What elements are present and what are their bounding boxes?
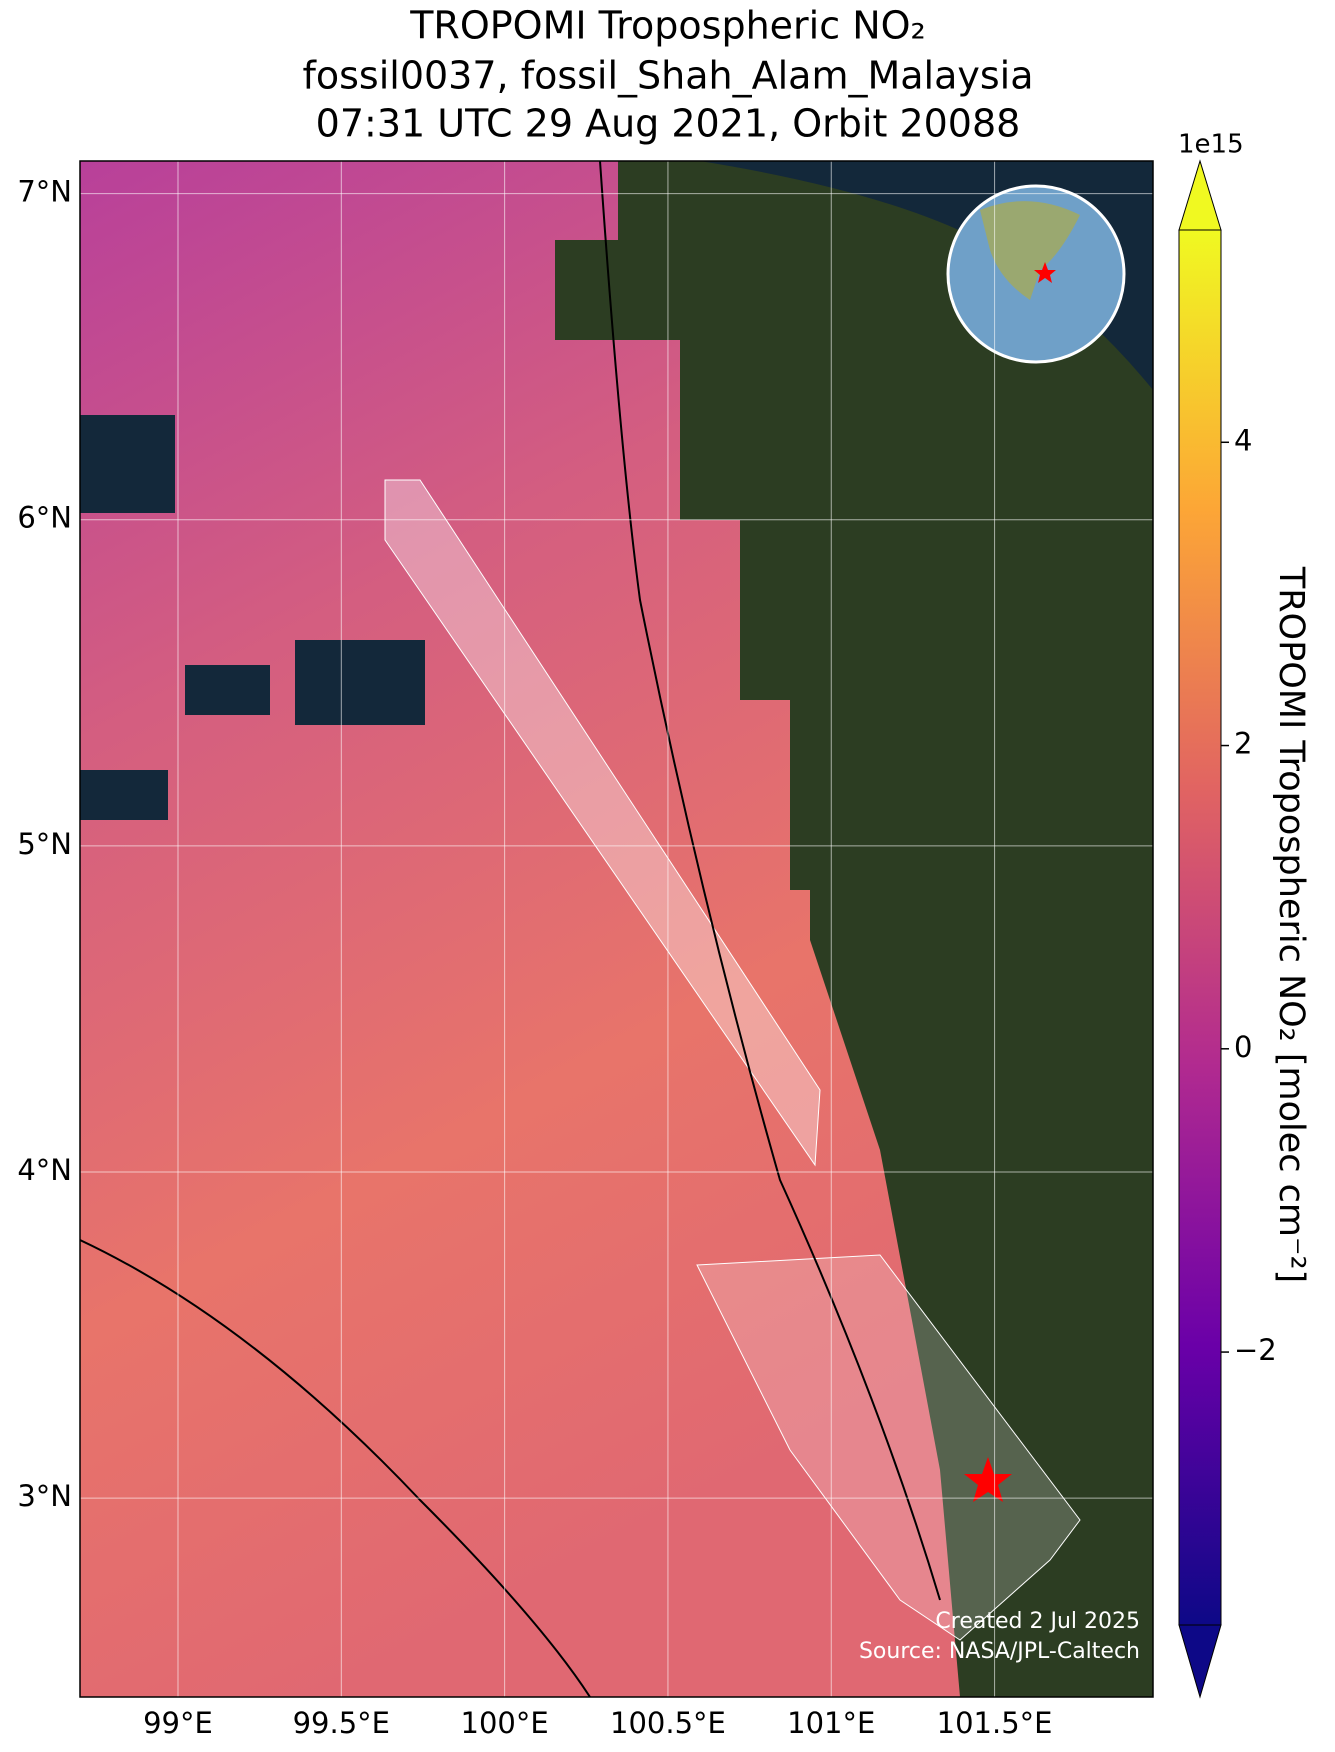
x-tick-label: 99°E <box>143 1706 213 1740</box>
plume-grid <box>384 479 821 1167</box>
map-frame <box>79 160 1154 1698</box>
colorbar-extend <box>1178 159 1222 231</box>
colorbar-tick-label: 0 <box>1234 1030 1252 1064</box>
colorbar-extend <box>1178 1624 1222 1699</box>
colorbar-tick-label: 4 <box>1234 423 1252 457</box>
map <box>80 161 1153 1697</box>
x-tick-label: 100°E <box>461 1706 549 1740</box>
y-tick-label: 3°N <box>17 1479 72 1513</box>
x-tick-label: 99.5°E <box>293 1706 390 1740</box>
y-tick-label: 6°N <box>17 501 72 535</box>
colorbar <box>1179 230 1221 1625</box>
y-tick-label: 7°N <box>17 175 72 209</box>
title-line: fossil0037, fossil_Shah_Alam_Malaysia <box>302 54 1033 98</box>
coastline <box>599 161 941 1601</box>
coastline <box>80 1239 591 1697</box>
no-data <box>80 415 175 513</box>
x-tick-label: 101.5°E <box>937 1706 1053 1740</box>
credit: Created 2 Jul 2025 <box>935 1609 1140 1634</box>
colorbar-tick-label: 2 <box>1234 727 1252 761</box>
no-data <box>185 665 270 715</box>
inset-land <box>980 201 1080 300</box>
y-tick-label: 5°N <box>17 827 72 861</box>
no2-swath <box>80 161 960 1697</box>
no-data <box>80 770 168 820</box>
no-data <box>295 640 425 725</box>
colorbar-label: TROPOMI Tropospheric NO₂ [molec cm⁻²] <box>1271 566 1311 1283</box>
colorbar-frame <box>1178 229 1222 1626</box>
credit: Source: NASA/JPL-Caltech <box>859 1639 1140 1664</box>
colorbar-tick-label: −2 <box>1234 1333 1277 1367</box>
x-tick-label: 100.5°E <box>610 1706 726 1740</box>
title-line: TROPOMI Tropospheric NO₂ <box>409 4 926 48</box>
x-tick-label: 101°E <box>787 1706 875 1740</box>
inset-marker <box>1034 262 1056 283</box>
site-marker <box>964 1457 1012 1502</box>
y-tick-label: 4°N <box>17 1153 72 1187</box>
colorbar-offset: 1e15 <box>1178 130 1244 160</box>
title-line: 07:31 UTC 29 Aug 2021, Orbit 20088 <box>316 102 1021 146</box>
